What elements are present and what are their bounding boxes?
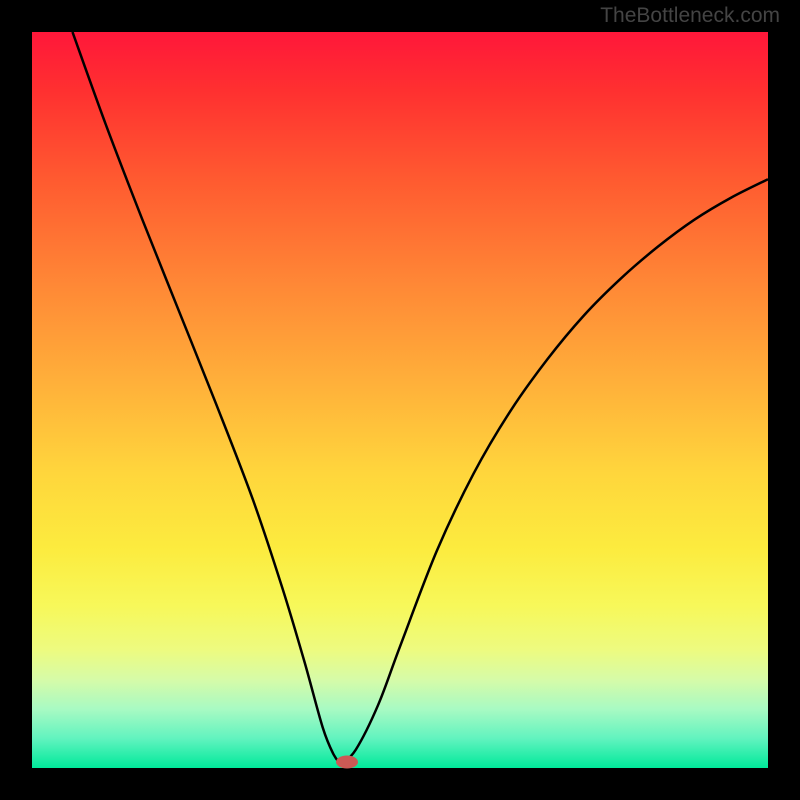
- curve-path: [72, 32, 768, 766]
- watermark-text: TheBottleneck.com: [600, 4, 780, 28]
- chart-plot-area: [32, 32, 768, 768]
- optimum-marker: [336, 756, 358, 769]
- bottleneck-curve: [32, 32, 768, 768]
